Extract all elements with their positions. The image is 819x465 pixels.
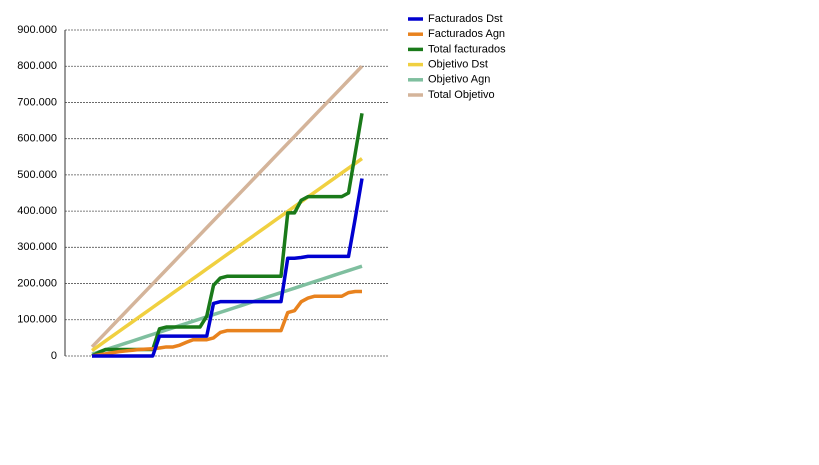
series-line (91, 264, 363, 356)
y-tick-label: 300.000 (17, 241, 57, 253)
y-tick-label: 100.000 (17, 314, 57, 326)
y-tick-label: 400.000 (17, 205, 57, 217)
y-tick-label: 500.000 (17, 169, 57, 181)
legend-label: Total Objetivo (428, 89, 495, 101)
legend-label: Facturados Dst (428, 13, 503, 25)
y-tick-label: 900.000 (17, 24, 57, 36)
y-tick-label: 700.000 (17, 96, 57, 108)
series-line (90, 157, 364, 352)
y-tick-label: 600.000 (17, 133, 57, 145)
legend-label: Objetivo Dst (428, 59, 488, 71)
y-tick-label: 200.000 (17, 277, 57, 289)
legend-label: Objetivo Agn (428, 74, 490, 86)
legend-label: Facturados Agn (428, 28, 505, 40)
y-tick-label: 800.000 (17, 60, 57, 72)
series-line (90, 65, 364, 349)
legend-label: Total facturados (428, 43, 506, 55)
series-line (91, 289, 362, 358)
y-tick-label: 0 (51, 350, 57, 362)
series-line (92, 178, 364, 358)
